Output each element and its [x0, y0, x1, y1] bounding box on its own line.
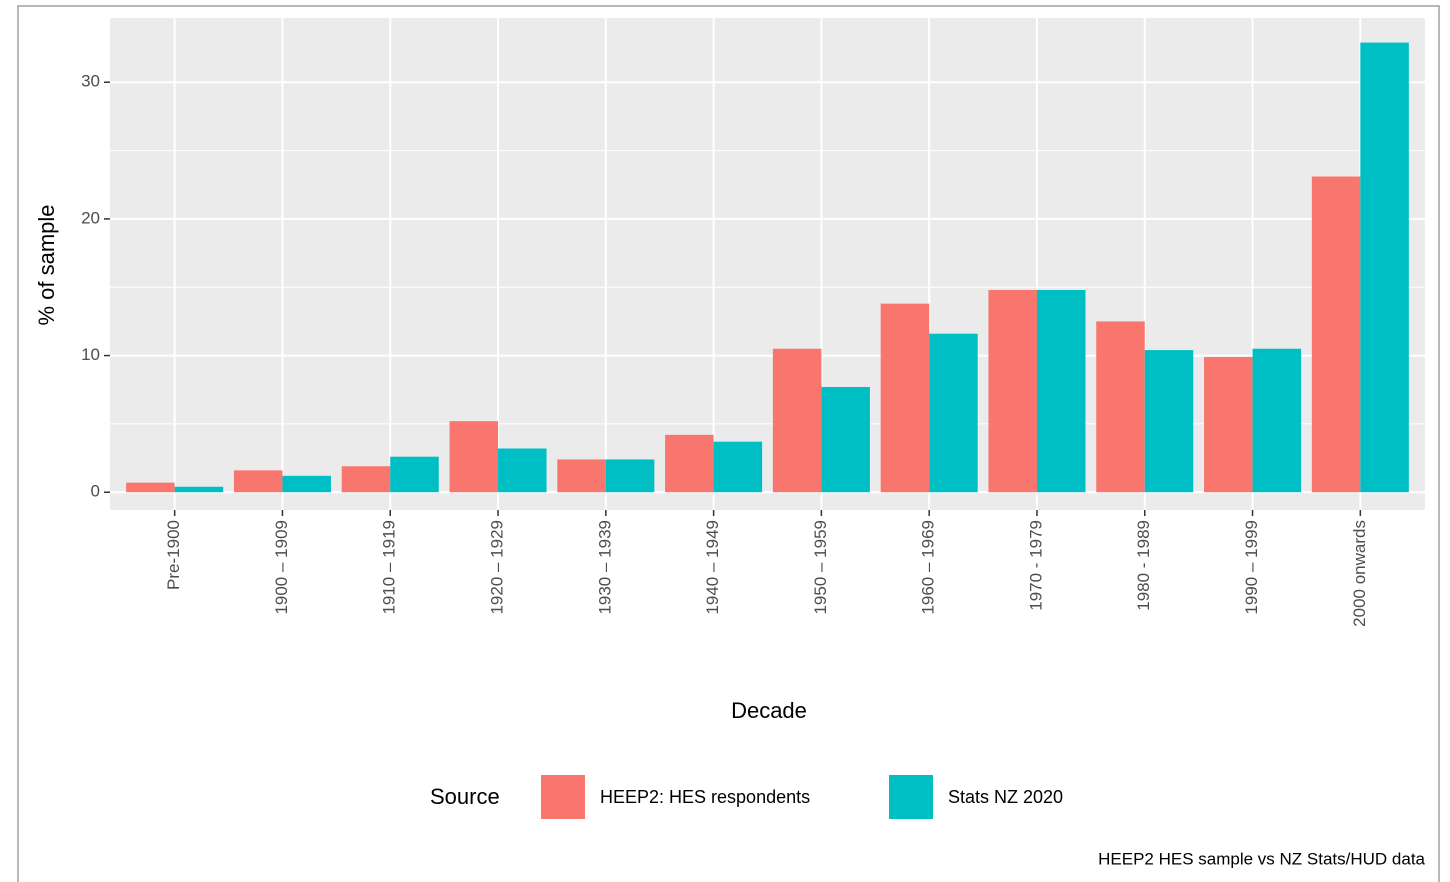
- x-tick-label: 2000 onwards: [1350, 520, 1369, 627]
- bar: [1144, 350, 1194, 493]
- y-tick-label: 20: [81, 208, 100, 227]
- x-tick-label: 1990 – 1999: [1242, 520, 1261, 615]
- y-axis-title: % of sample: [34, 204, 59, 325]
- x-axis-title: Decade: [731, 698, 807, 723]
- x-tick-label: 1900 – 1909: [272, 520, 291, 615]
- bar: [1360, 42, 1409, 493]
- bar: [449, 421, 499, 493]
- x-tick-label: 1930 – 1939: [595, 520, 614, 615]
- legend-key: [541, 775, 585, 819]
- bars: [126, 42, 1409, 493]
- bar: [1204, 356, 1253, 493]
- x-tick-label: 1980 - 1989: [1134, 520, 1153, 611]
- x-tick-label: 1960 – 1969: [919, 520, 938, 615]
- bar: [772, 348, 822, 493]
- bar: [341, 466, 391, 493]
- bar: [390, 456, 439, 493]
- legend-label: HEEP2: HES respondents: [600, 787, 810, 807]
- caption: HEEP2 HES sample vs NZ Stats/HUD data: [1098, 849, 1425, 868]
- bar: [713, 441, 763, 493]
- bar: [233, 470, 283, 493]
- x-tick-label: 1910 – 1919: [380, 520, 399, 615]
- bar: [1311, 176, 1361, 493]
- bar: [988, 289, 1037, 493]
- bar: [929, 333, 978, 493]
- bar: [498, 448, 547, 493]
- x-tick-label: 1970 - 1979: [1026, 520, 1045, 611]
- bar: [282, 475, 331, 493]
- y-tick-label: 30: [81, 72, 100, 91]
- y-tick-label: 0: [91, 482, 100, 501]
- bar: [174, 486, 224, 493]
- bar: [665, 434, 714, 493]
- x-tick-label: 1950 – 1959: [811, 520, 830, 615]
- x-tick-label: 1920 – 1929: [488, 520, 507, 615]
- x-tick-label: 1940 – 1949: [703, 520, 722, 615]
- bar: [605, 459, 655, 493]
- bar: [821, 387, 870, 493]
- legend-key: [889, 775, 933, 819]
- bar: [880, 303, 930, 493]
- bar: [1096, 321, 1145, 493]
- bar: [1036, 289, 1086, 493]
- bar: [126, 482, 175, 493]
- legend-label: Stats NZ 2020: [948, 787, 1063, 807]
- legend-title: Source: [430, 784, 500, 809]
- y-tick-label: 10: [81, 345, 100, 364]
- bar: [557, 459, 606, 493]
- bar: [1252, 348, 1302, 493]
- x-tick-label: Pre-1900: [164, 520, 183, 590]
